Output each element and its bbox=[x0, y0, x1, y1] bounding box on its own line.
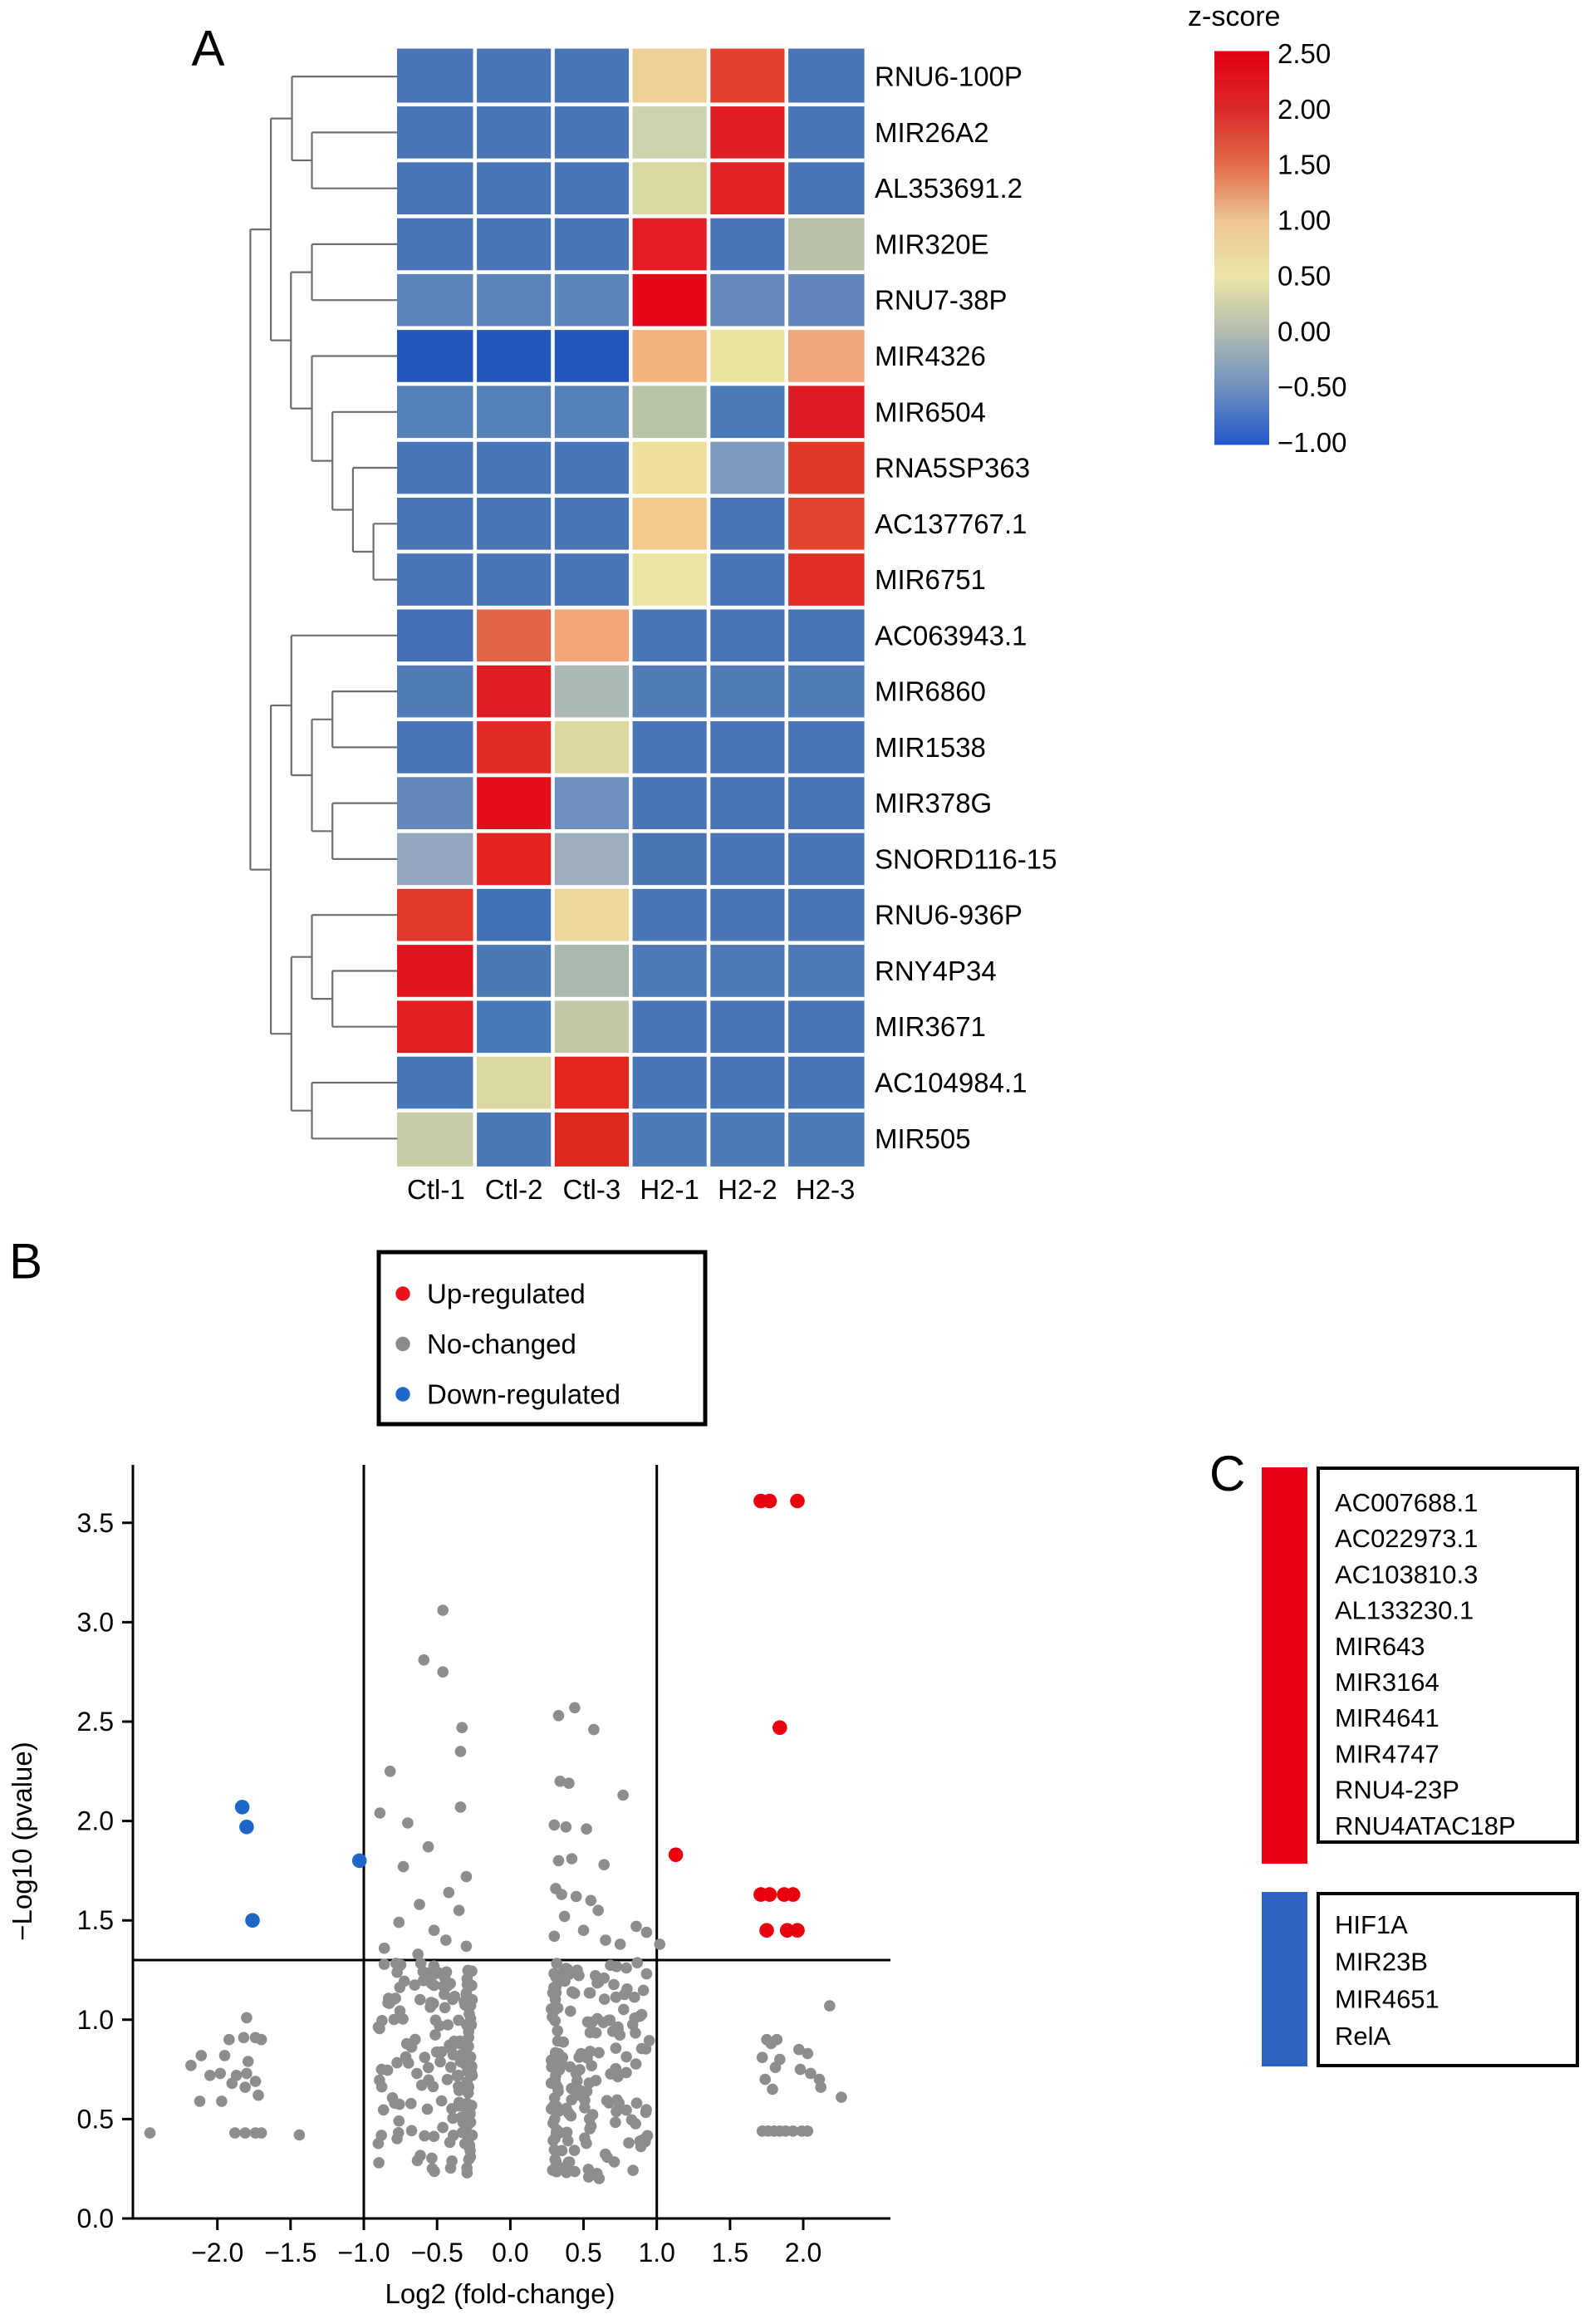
svg-text:−2.0: −2.0 bbox=[191, 2238, 243, 2267]
svg-text:Ctl-1: Ctl-1 bbox=[407, 1174, 465, 1205]
svg-text:2.00: 2.00 bbox=[1278, 94, 1331, 125]
svg-text:Down-regulated: Down-regulated bbox=[427, 1379, 620, 1410]
svg-text:−1.0: −1.0 bbox=[337, 2238, 390, 2267]
svg-text:A: A bbox=[192, 20, 225, 76]
svg-text:MIR3671: MIR3671 bbox=[875, 1011, 986, 1042]
svg-text:MIR26A2: MIR26A2 bbox=[875, 117, 989, 148]
svg-text:MIR23B: MIR23B bbox=[1335, 1948, 1428, 1977]
svg-text:3.5: 3.5 bbox=[77, 1508, 114, 1538]
svg-text:3.0: 3.0 bbox=[77, 1607, 114, 1637]
svg-text:0.0: 0.0 bbox=[77, 2204, 114, 2233]
svg-text:−1.5: −1.5 bbox=[264, 2238, 316, 2267]
svg-text:C: C bbox=[1209, 1446, 1245, 1501]
svg-text:No-changed: No-changed bbox=[427, 1329, 576, 1359]
svg-text:2.5: 2.5 bbox=[77, 1707, 114, 1737]
svg-text:0.5: 0.5 bbox=[565, 2238, 601, 2267]
svg-text:1.5: 1.5 bbox=[712, 2238, 748, 2267]
svg-text:Ctl-2: Ctl-2 bbox=[485, 1174, 543, 1205]
svg-text:RelA: RelA bbox=[1335, 2022, 1391, 2051]
svg-text:RNY4P34: RNY4P34 bbox=[875, 956, 997, 986]
svg-text:1.0: 1.0 bbox=[77, 2005, 114, 2035]
svg-text:z-score: z-score bbox=[1188, 1, 1280, 32]
svg-text:AC103810.3: AC103810.3 bbox=[1335, 1560, 1478, 1589]
svg-text:RNU6-100P: RNU6-100P bbox=[875, 61, 1023, 92]
svg-text:0.0: 0.0 bbox=[492, 2238, 528, 2267]
svg-text:MIR3164: MIR3164 bbox=[1335, 1668, 1439, 1697]
svg-text:2.50: 2.50 bbox=[1278, 38, 1331, 69]
svg-text:−0.50: −0.50 bbox=[1278, 371, 1347, 402]
svg-text:Up-regulated: Up-regulated bbox=[427, 1279, 586, 1309]
svg-text:RNA5SP363: RNA5SP363 bbox=[875, 453, 1030, 484]
svg-text:H2-3: H2-3 bbox=[796, 1174, 856, 1205]
svg-text:MIR4326: MIR4326 bbox=[875, 341, 986, 371]
svg-text:MIR378G: MIR378G bbox=[875, 788, 992, 818]
svg-text:Ctl-3: Ctl-3 bbox=[563, 1174, 621, 1205]
svg-text:RNU7-38P: RNU7-38P bbox=[875, 285, 1008, 316]
svg-text:MIR4651: MIR4651 bbox=[1335, 1984, 1439, 2013]
svg-text:H2-2: H2-2 bbox=[718, 1174, 777, 1205]
svg-text:AL353691.2: AL353691.2 bbox=[875, 173, 1023, 204]
svg-text:1.50: 1.50 bbox=[1278, 150, 1331, 180]
svg-text:2.0: 2.0 bbox=[77, 1806, 114, 1836]
svg-text:AC022973.1: AC022973.1 bbox=[1335, 1524, 1478, 1553]
svg-text:−1.00: −1.00 bbox=[1278, 427, 1347, 458]
svg-text:MIR6860: MIR6860 bbox=[875, 676, 986, 707]
svg-text:0.50: 0.50 bbox=[1278, 260, 1331, 291]
svg-text:AC063943.1: AC063943.1 bbox=[875, 620, 1027, 651]
svg-text:MIR6504: MIR6504 bbox=[875, 396, 986, 427]
svg-text:RNU6-936P: RNU6-936P bbox=[875, 900, 1023, 931]
svg-text:2.0: 2.0 bbox=[785, 2238, 821, 2267]
svg-text:AL133230.1: AL133230.1 bbox=[1335, 1596, 1474, 1625]
svg-text:0.5: 0.5 bbox=[77, 2104, 114, 2134]
svg-text:AC137767.1: AC137767.1 bbox=[875, 509, 1027, 539]
svg-text:AC104984.1: AC104984.1 bbox=[875, 1068, 1027, 1098]
svg-text:−0.5: −0.5 bbox=[411, 2238, 463, 2267]
svg-text:MIR4641: MIR4641 bbox=[1335, 1703, 1439, 1732]
svg-text:1.00: 1.00 bbox=[1278, 205, 1331, 236]
svg-text:MIR505: MIR505 bbox=[875, 1123, 971, 1154]
svg-text:HIF1A: HIF1A bbox=[1335, 1910, 1408, 1939]
svg-text:SNORD116-15: SNORD116-15 bbox=[875, 843, 1057, 874]
svg-text:MIR643: MIR643 bbox=[1335, 1632, 1425, 1661]
svg-text:MIR4747: MIR4747 bbox=[1335, 1739, 1439, 1768]
svg-text:0.00: 0.00 bbox=[1278, 316, 1331, 346]
svg-text:−Log10 (pvalue): −Log10 (pvalue) bbox=[7, 1742, 37, 1940]
svg-text:1.5: 1.5 bbox=[77, 1905, 114, 1935]
svg-text:B: B bbox=[9, 1234, 42, 1290]
svg-text:MIR1538: MIR1538 bbox=[875, 732, 986, 763]
svg-text:Log2 (fold-change): Log2 (fold-change) bbox=[385, 2278, 615, 2309]
svg-text:H2-1: H2-1 bbox=[640, 1174, 699, 1205]
svg-text:RNU4ATAC18P: RNU4ATAC18P bbox=[1335, 1811, 1516, 1840]
svg-text:AC007688.1: AC007688.1 bbox=[1335, 1488, 1478, 1517]
svg-text:MIR6751: MIR6751 bbox=[875, 564, 986, 595]
svg-text:MIR320E: MIR320E bbox=[875, 228, 989, 259]
svg-text:1.0: 1.0 bbox=[638, 2238, 674, 2267]
svg-text:RNU4-23P: RNU4-23P bbox=[1335, 1776, 1459, 1805]
